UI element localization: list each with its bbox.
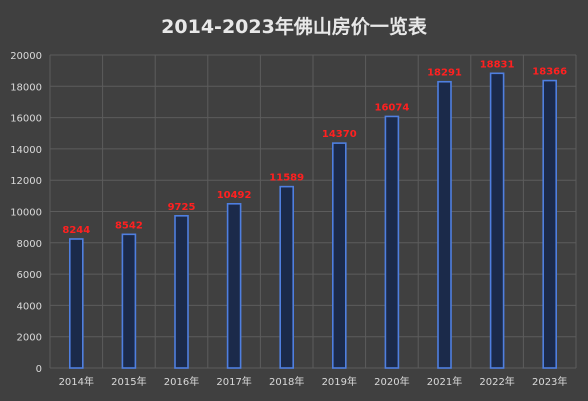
y-tick-label: 4000 [17, 301, 42, 312]
value-label: 9725 [168, 202, 196, 213]
bar-2015年 [121, 233, 137, 369]
x-tick-label: 2018年 [269, 375, 304, 388]
x-tick-label: 2021年 [427, 375, 462, 388]
gridlines [49, 54, 577, 369]
bar-2020年 [384, 115, 400, 369]
value-label: 14370 [322, 129, 357, 140]
value-label: 10492 [217, 190, 252, 201]
bar-2014年 [69, 238, 84, 369]
bars [69, 72, 558, 369]
x-tick-label: 2019年 [322, 375, 357, 388]
y-axis-tick-labels: 0 2000 4000 6000 8000 10000 12000 14000 16000 180… [10, 51, 42, 375]
bar-2018年 [279, 185, 295, 369]
x-tick-label: 2014年 [59, 375, 94, 388]
x-tick-label: 2015年 [111, 375, 146, 388]
bar-2017年 [226, 203, 242, 369]
value-label: 18291 [427, 68, 462, 79]
y-tick-label: 8000 [17, 239, 42, 250]
value-labels: 8244 8542 9725 10492 11589 14370 16074 18291 188… [62, 59, 567, 236]
bar-2019年 [331, 142, 347, 369]
bar-2016年 [174, 215, 189, 369]
y-tick-label: 2000 [17, 333, 42, 344]
x-axis-tick-labels: 2014年 2015年 2016年 2017年 2018年 2019年 2020年 2021年… [59, 375, 568, 388]
bar-2022年 [489, 72, 505, 369]
y-tick-label: 14000 [10, 145, 42, 156]
value-label: 11589 [269, 173, 304, 184]
x-tick-label: 2017年 [216, 375, 251, 388]
y-tick-label: 16000 [10, 114, 42, 125]
x-tick-label: 2023年 [532, 375, 567, 388]
y-tick-label: 10000 [10, 208, 42, 219]
bar-2021年 [437, 80, 452, 369]
x-tick-label: 2020年 [374, 375, 409, 388]
y-tick-label: 12000 [10, 176, 42, 187]
value-label: 8244 [62, 225, 90, 236]
y-tick-label: 6000 [17, 270, 42, 281]
value-label: 18831 [480, 59, 515, 70]
value-label: 16074 [375, 102, 410, 113]
value-label: 8542 [115, 220, 143, 231]
chart-title: 2014-2023年佛山房价一览表 [161, 15, 428, 38]
y-tick-label: 18000 [10, 82, 42, 93]
bar-2023年 [542, 79, 558, 369]
x-tick-label: 2022年 [479, 375, 514, 388]
y-tick-label: 20000 [10, 51, 42, 62]
value-label: 18366 [532, 67, 567, 78]
y-tick-label: 0 [36, 364, 42, 375]
x-tick-label: 2016年 [164, 375, 199, 388]
